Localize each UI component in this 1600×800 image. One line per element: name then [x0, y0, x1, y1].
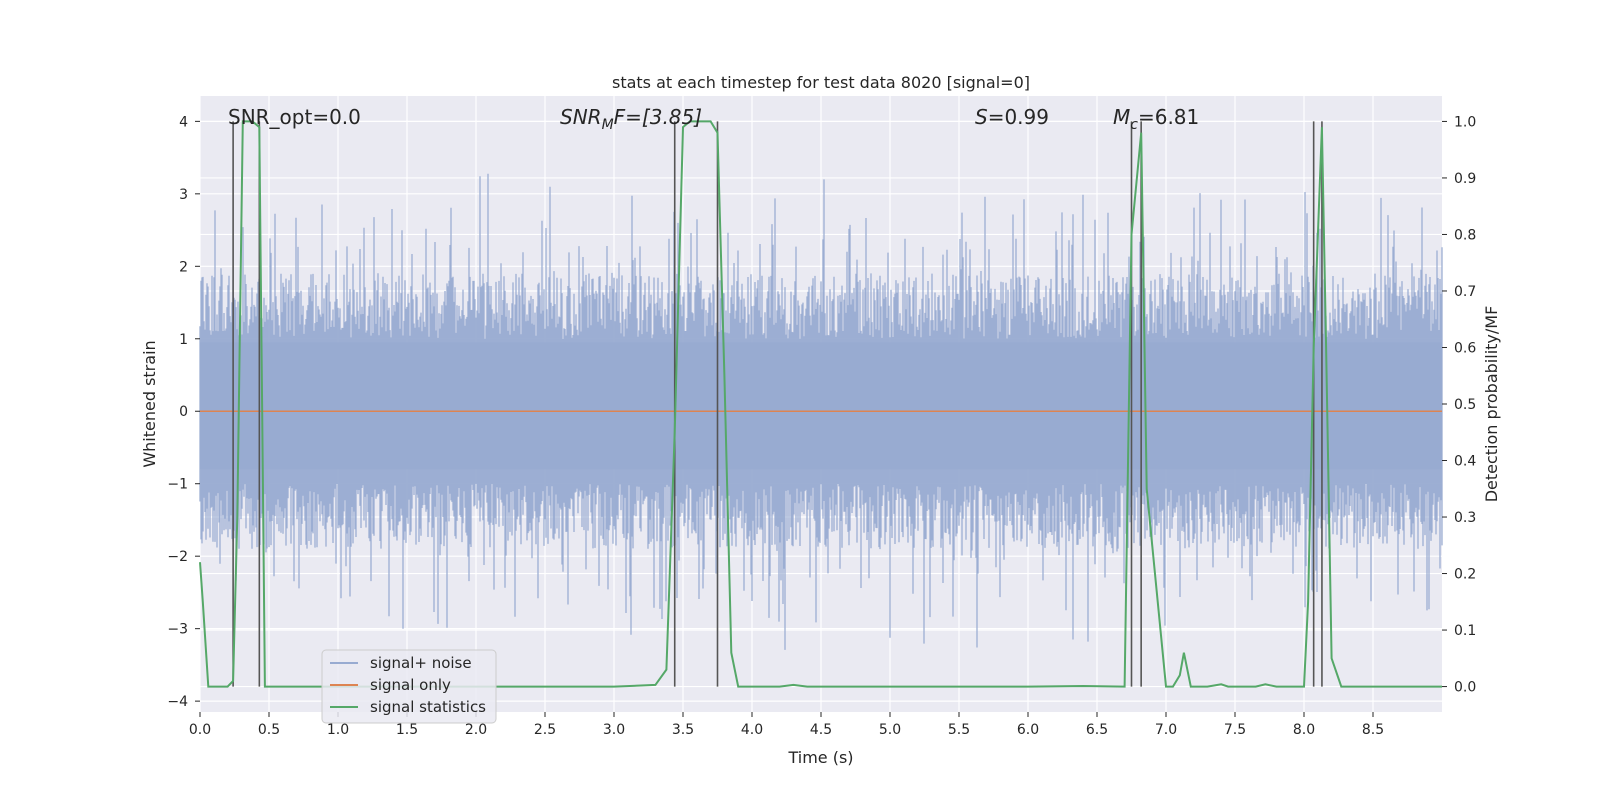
noise-core: [200, 342, 1442, 470]
x-tick-label: 8.5: [1362, 722, 1384, 738]
annotation-snr-mf: SNRMF=[3.85]: [560, 105, 702, 133]
y-right-tick-label: 0.1: [1454, 623, 1476, 639]
y-right-tick-label: 0.8: [1454, 227, 1476, 243]
x-tick-label: 1.0: [327, 722, 349, 738]
x-tick-label: 6.5: [1086, 722, 1108, 738]
legend-label-signal-only: signal only: [370, 676, 451, 694]
x-tick-label: 5.5: [948, 722, 970, 738]
series-signal-statistics: [199, 120, 1442, 688]
y-left-tick-label: −1: [167, 477, 188, 493]
y-left-axis-ticks: 4 3 2 1 0 −1 −2 −3 −4: [167, 114, 200, 710]
x-tick-label: 8.0: [1293, 722, 1315, 738]
x-tick-label: 4.5: [810, 722, 832, 738]
x-tick-label: 0.0: [189, 722, 211, 738]
legend: signal+ noise signal only signal statist…: [321, 649, 497, 724]
y-right-tick-label: 0.0: [1454, 680, 1476, 696]
y-right-tick-label: 0.3: [1454, 510, 1476, 526]
x-tick-label: 3.0: [603, 722, 625, 738]
x-tick-label: 2.0: [465, 722, 487, 738]
y-left-tick-label: 0: [179, 404, 188, 420]
y-right-tick-label: 0.6: [1454, 340, 1476, 356]
y-left-tick-label: −3: [167, 622, 188, 638]
y-left-tick-label: 2: [179, 259, 188, 275]
y-right-tick-label: 0.7: [1454, 284, 1476, 300]
y-right-tick-label: 0.2: [1454, 567, 1476, 583]
y-left-axis-label: Whitened strain: [140, 340, 159, 467]
x-tick-label: 1.5: [396, 722, 418, 738]
x-tick-label: 7.5: [1224, 722, 1246, 738]
x-tick-label: 3.5: [672, 722, 694, 738]
y-left-tick-label: 3: [179, 187, 188, 203]
x-axis-label: Time (s): [787, 748, 853, 767]
legend-label-noise: signal+ noise: [370, 654, 472, 672]
annotation-snr-opt: SNR_opt=0.0: [228, 105, 361, 129]
x-tick-label: 5.0: [879, 722, 901, 738]
x-tick-label: 0.5: [258, 722, 280, 738]
x-tick-label: 6.0: [1017, 722, 1039, 738]
y-right-axis-label: Detection probability/MF: [1482, 306, 1501, 503]
x-axis-ticks: 0.0 0.5 1.0 1.5 2.0 2.5 3.0 3.5 4.0 4.5 5.0 5.5 6.0 6…: [189, 712, 1384, 738]
y-right-axis-ticks: 1.0 0.9 0.8 0.7 0.6 0.5 0.4 0.3 0.2 0.1 0.0: [1442, 114, 1476, 696]
y-right-tick-label: 0.5: [1454, 397, 1476, 413]
y-right-tick-label: 1.0: [1454, 114, 1476, 130]
y-left-tick-label: −2: [167, 549, 188, 565]
y-left-tick-label: 4: [179, 114, 188, 130]
chart-title: stats at each timestep for test data 802…: [612, 73, 1030, 92]
legend-box: [321, 649, 497, 724]
x-tick-label: 7.0: [1155, 722, 1177, 738]
series-signal-plus-noise: [199, 173, 1443, 650]
legend-label-statistics: signal statistics: [370, 698, 486, 716]
annotation-mc: Mc=6.81: [1113, 105, 1199, 133]
x-tick-label: 4.0: [741, 722, 763, 738]
y-right-tick-label: 0.4: [1454, 454, 1476, 470]
x-tick-label: 2.5: [534, 722, 556, 738]
y-left-tick-label: −4: [167, 694, 188, 710]
y-right-tick-label: 0.9: [1454, 171, 1476, 187]
y-left-tick-label: 1: [179, 332, 188, 348]
annotation-s: S=0.99: [975, 105, 1049, 129]
